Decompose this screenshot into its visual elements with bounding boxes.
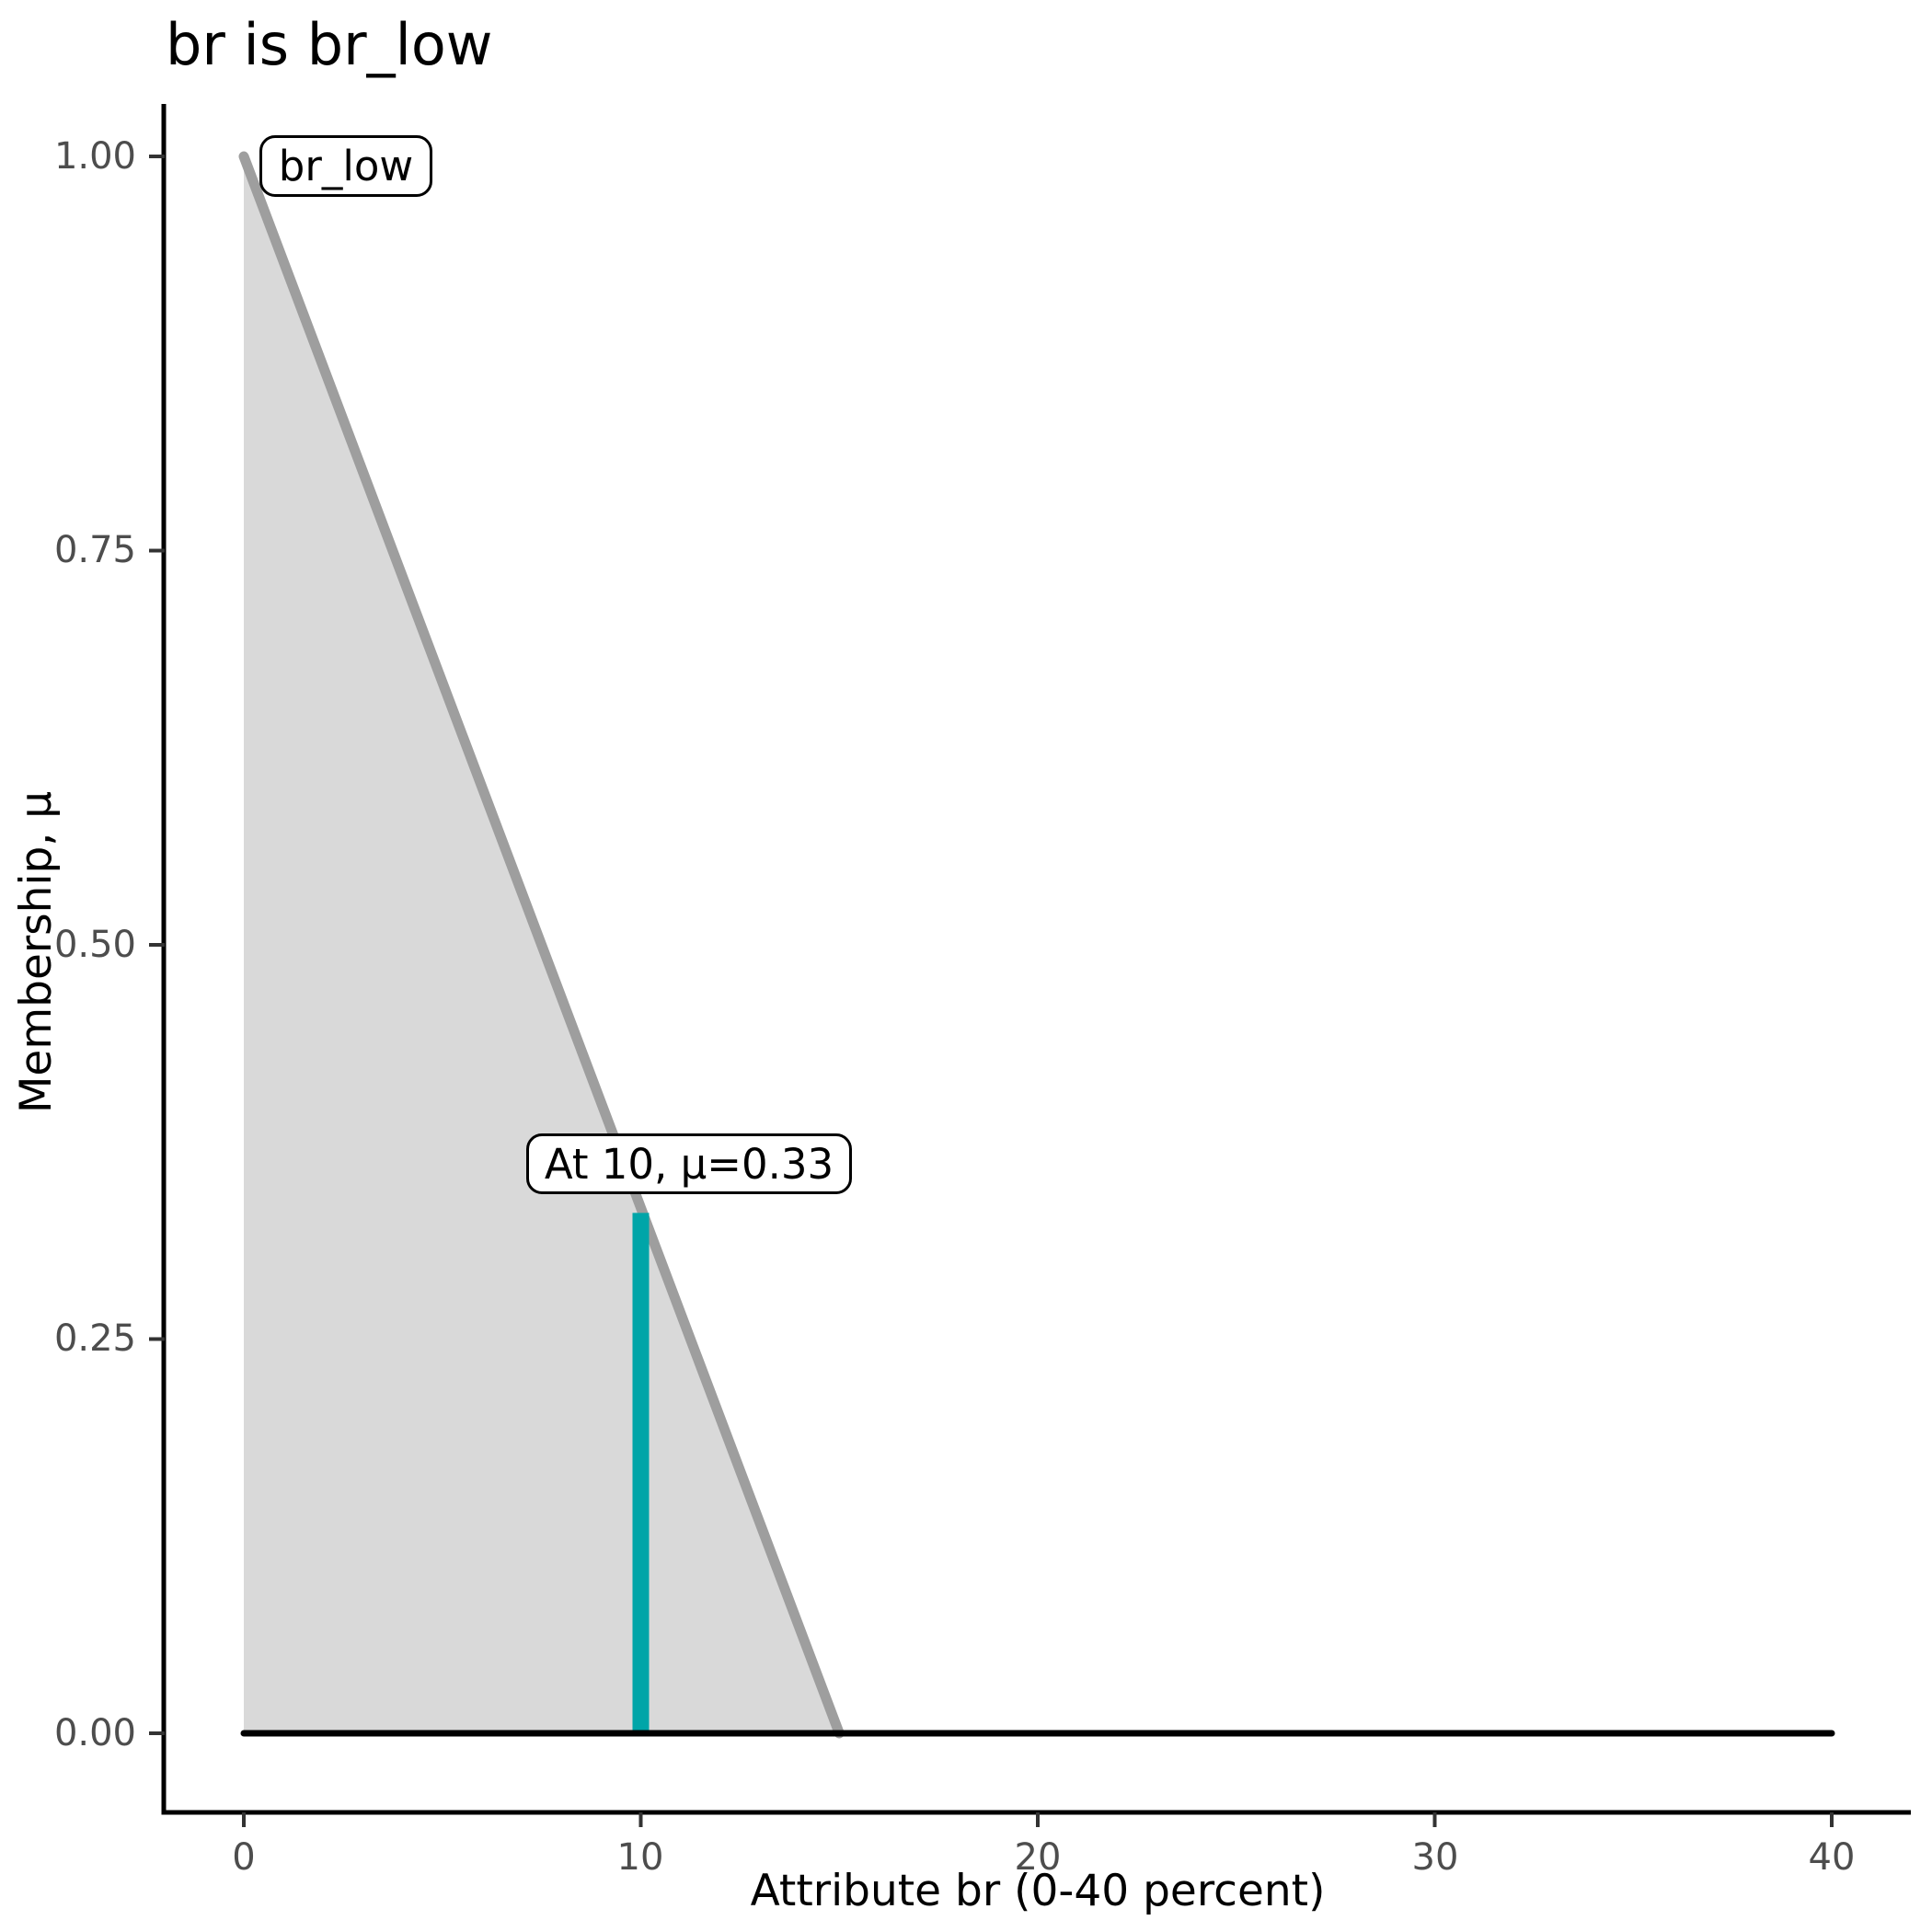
series-layer [238,151,1835,1739]
br-low-membership-function-line [238,151,845,1739]
y-tick-label: 0.50 [53,924,136,966]
x-tick-label: 40 [1808,1836,1856,1879]
set-label-box: br_low [259,135,432,197]
value-label-text: At 10, μ=0.33 [544,1139,834,1189]
axes-layer [149,104,1911,1827]
value-label-box: At 10, μ=0.33 [526,1133,852,1194]
x-tick-label: 10 [616,1836,664,1879]
y-tick-label: 0.75 [53,529,136,571]
x-tick-label: 20 [1014,1836,1062,1879]
y-tick-label: 1.00 [53,135,136,178]
set-label-text: br_low [278,142,414,190]
x-axis-title: Attribute br (0-40 percent) [750,1866,1326,1916]
x-tick-label: 30 [1411,1836,1459,1879]
chart-title: br is br_low [166,11,493,78]
y-tick-label: 0.25 [53,1317,136,1360]
y-tick-label: 0.00 [53,1712,136,1754]
x-tick-label: 0 [232,1836,256,1879]
crisp-input-marker [632,1213,650,1733]
